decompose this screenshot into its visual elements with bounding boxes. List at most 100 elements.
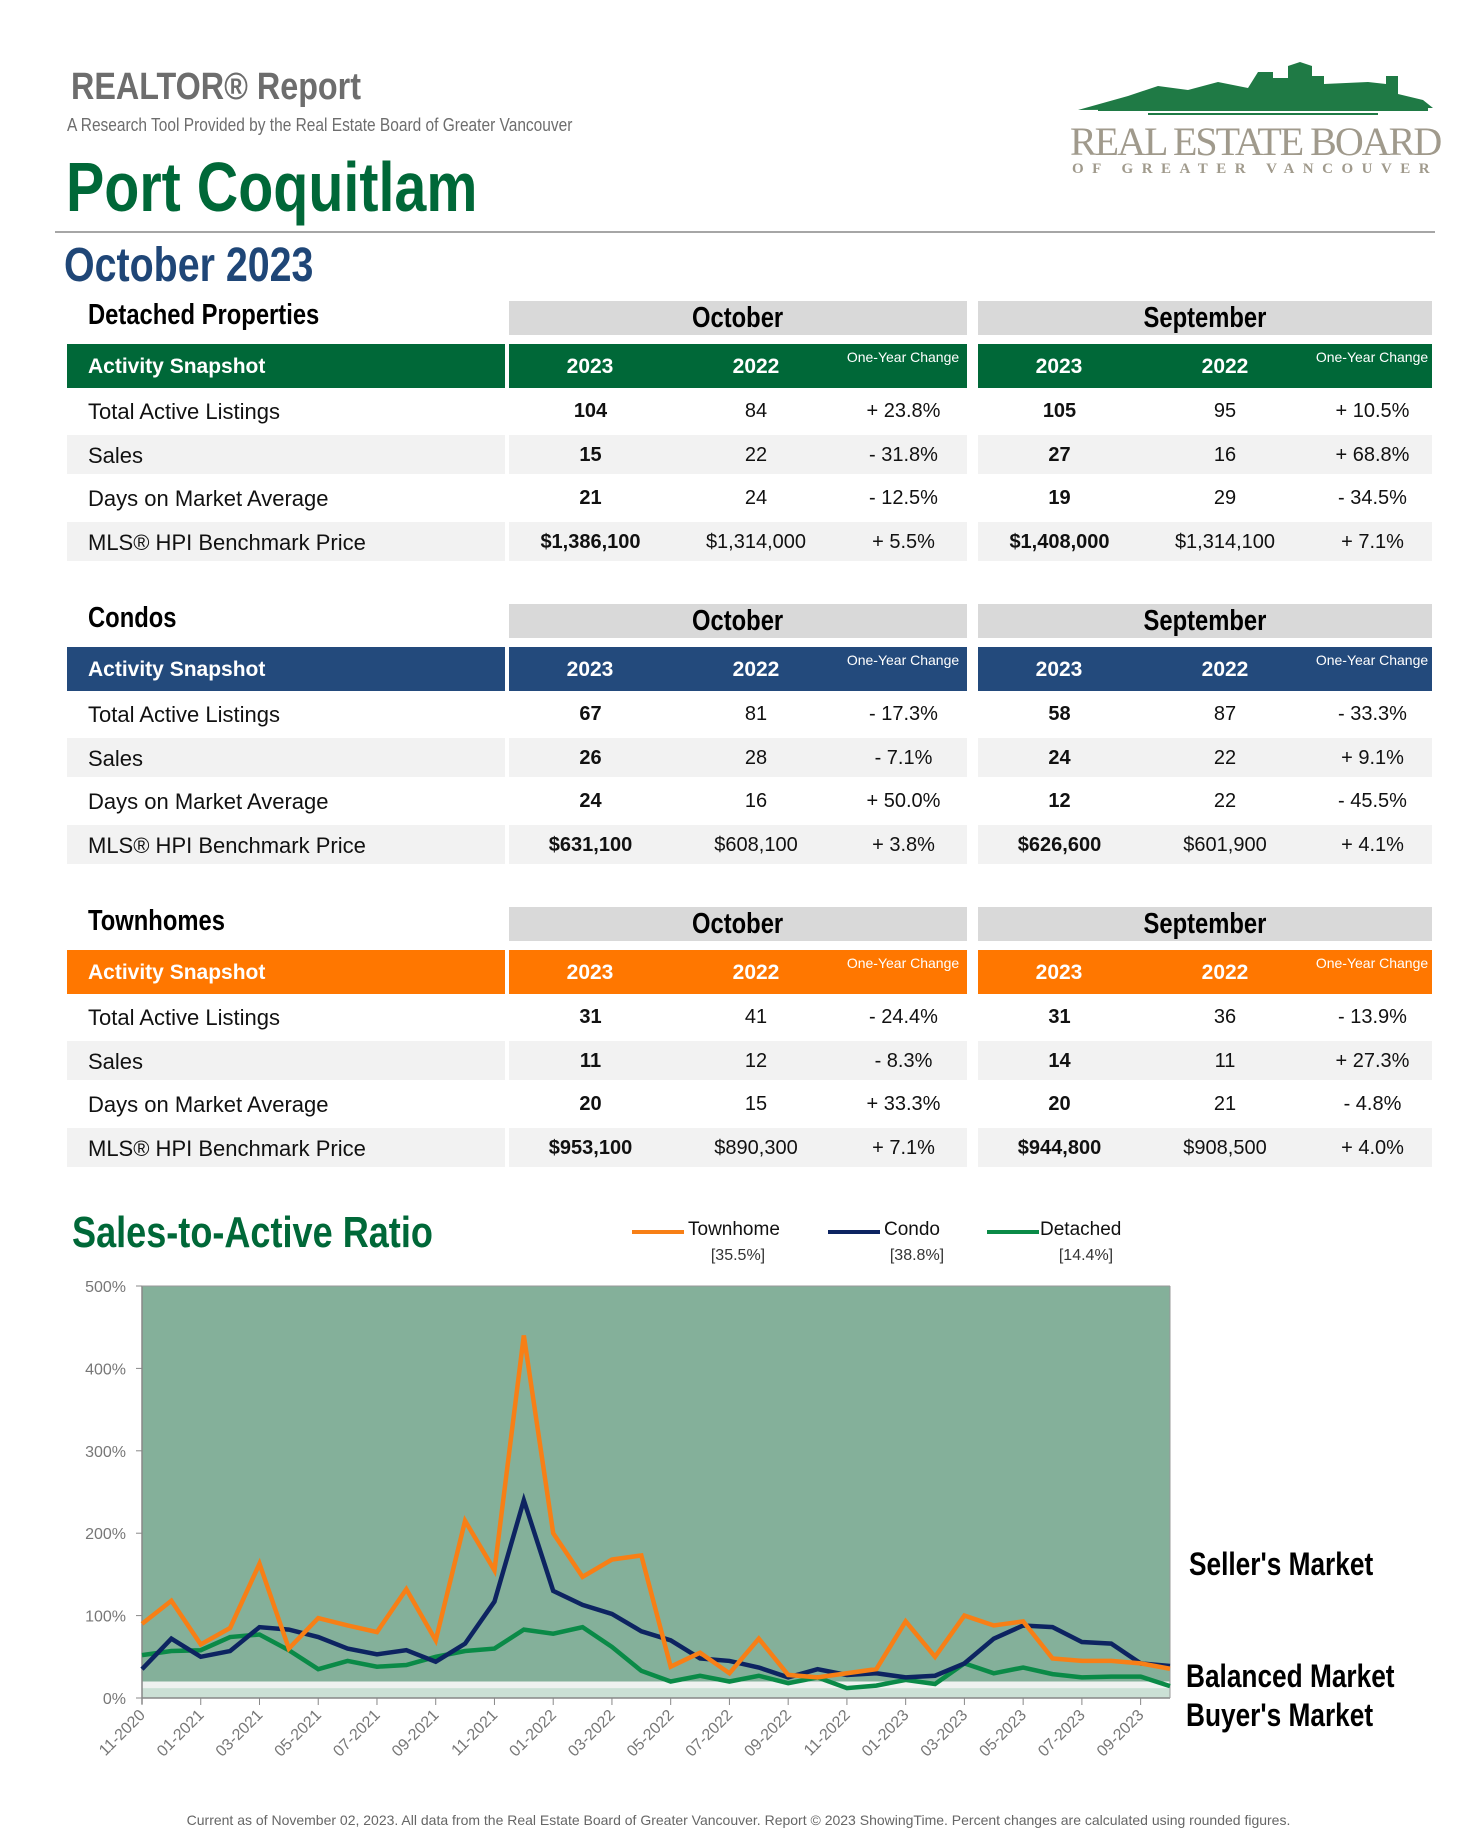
row-group: 11 12 - 8.3% [509, 1040, 967, 1080]
row-label: MLS® HPI Benchmark Price [88, 832, 366, 858]
row-label: Total Active Listings [88, 702, 280, 727]
snapshot-label: Activity Snapshot [88, 658, 266, 681]
table-cell: 28 [744, 746, 768, 769]
x-tick-label: 11-2022 [801, 1707, 854, 1760]
y-tick-label: 100% [85, 1609, 126, 1626]
table-cell: + 4.1% [1341, 833, 1404, 856]
table-cell: - 33.3% [1338, 703, 1407, 725]
row-group: 105 95 + 10.5% [978, 391, 1432, 430]
row-group: 67 81 - 17.3% [509, 694, 967, 733]
table-cell: $1,386,100 [540, 530, 641, 553]
table-cell: 105 [1042, 400, 1077, 422]
table-cell: 20 [579, 1093, 602, 1115]
y-tick-label: 500% [85, 1279, 126, 1296]
table-cell: + 68.8% [1335, 443, 1410, 466]
row-group: 24 16 + 50.0% [509, 781, 967, 820]
table-cell: + 5.5% [872, 530, 935, 553]
month-header: October [509, 604, 967, 638]
header-divider [55, 231, 1435, 233]
logo-line2: OF GREATER VANCOUVER [1072, 161, 1439, 177]
table-cell: + 3.8% [872, 833, 935, 856]
row-label: Sales [88, 1048, 144, 1074]
x-tick-label: 05-2021 [272, 1707, 326, 1761]
table-cell: - 17.3% [869, 703, 938, 725]
y-tick-label: 200% [85, 1526, 126, 1543]
table-cell: + 7.1% [872, 1136, 935, 1159]
row-label: MLS® HPI Benchmark Price [88, 1135, 366, 1161]
table-cell: + 33.3% [866, 1093, 941, 1115]
table-cell: - 13.9% [1338, 1006, 1407, 1028]
legend-label: Townhome [688, 1219, 780, 1240]
x-tick-label: 07-2022 [683, 1707, 737, 1761]
table-cell: + 23.8% [866, 400, 941, 422]
row-label: Days on Market Average [88, 789, 329, 814]
row-group: 21 24 - 12.5% [509, 478, 967, 517]
table-cell: 22 [1213, 790, 1237, 812]
x-tick-label: 09-2022 [741, 1707, 795, 1761]
table-cell: 31 [579, 1006, 602, 1028]
table-row: Sales [67, 434, 505, 474]
table-cell: - 31.8% [869, 443, 938, 466]
row-group: $631,100 $608,100 + 3.8% [509, 824, 967, 864]
row-group: 24 22 + 9.1% [978, 737, 1432, 777]
table-cell: $944,800 [1017, 1136, 1102, 1159]
table-cell: 11 [579, 1049, 602, 1072]
table-cell: $626,600 [1017, 833, 1102, 856]
table-row: Total Active Listings [67, 391, 505, 430]
table-cell: 14 [1048, 1049, 1071, 1072]
row-group: $944,800 $908,500 + 4.0% [978, 1127, 1432, 1167]
row-group: 58 87 - 33.3% [978, 694, 1432, 733]
table-cell: 24 [744, 487, 768, 509]
table-cell: $601,900 [1183, 833, 1267, 856]
table-cell: $608,100 [714, 833, 798, 856]
city-title: Port Coquitlam [66, 148, 478, 226]
row-group: 15 22 - 31.8% [509, 434, 967, 474]
section-title: Condos [88, 602, 177, 634]
row-group: $1,408,000 $1,314,100 + 7.1% [978, 521, 1432, 561]
chart-title: Sales-to-Active Ratio [72, 1208, 433, 1257]
x-tick-label: 05-2023 [976, 1707, 1030, 1761]
x-tick-label: 03-2021 [213, 1707, 267, 1761]
legend-current-value: [35.5%] [710, 1247, 766, 1264]
report-subtitle: A Research Tool Provided by the Real Est… [67, 115, 573, 135]
section-title: Townhomes [88, 905, 225, 937]
x-tick-label: 09-2021 [389, 1707, 443, 1761]
row-label: Days on Market Average [88, 1092, 329, 1117]
x-tick-label: 03-2022 [565, 1707, 619, 1761]
table-cell: + 7.1% [1341, 530, 1404, 553]
row-group: 31 36 - 13.9% [978, 997, 1432, 1036]
table-cell: + 9.1% [1341, 746, 1404, 769]
table-cell: 67 [579, 703, 602, 725]
month-header: October [509, 301, 967, 335]
y-tick-label: 400% [85, 1361, 126, 1378]
x-tick-label: 09-2023 [1094, 1707, 1148, 1761]
table-cell: 12 [1048, 790, 1071, 812]
table-cell: - 8.3% [874, 1049, 933, 1072]
snapshot-bar: Activity Snapshot [67, 950, 505, 994]
table-cell: - 24.4% [869, 1006, 938, 1028]
table-cell: $953,100 [548, 1136, 633, 1159]
x-tick-label: 11-2020 [96, 1707, 149, 1760]
table-row: Days on Market Average [67, 478, 505, 517]
table-cell: - 4.8% [1343, 1093, 1402, 1115]
legend-swatch [987, 1230, 1039, 1234]
table-cell: - 45.5% [1338, 790, 1407, 812]
table-cell: 21 [579, 487, 602, 509]
table-row: Sales [67, 1040, 505, 1080]
month-header: October [509, 907, 967, 941]
row-label: Sales [88, 745, 144, 771]
table-cell: $890,300 [714, 1136, 798, 1159]
table-cell: 15 [744, 1093, 768, 1115]
report-title: REALTOR® Report [71, 66, 361, 108]
snapshot-label: Activity Snapshot [88, 961, 266, 984]
table-row: MLS® HPI Benchmark Price [67, 521, 505, 561]
month-header: September [978, 604, 1432, 638]
footer-note: Current as of November 02, 2023. All dat… [186, 1812, 1291, 1828]
row-group: 26 28 - 7.1% [509, 737, 967, 777]
y-tick-label: 0% [103, 1691, 126, 1708]
row-group: 104 84 + 23.8% [509, 391, 967, 430]
x-tick-label: 01-2023 [859, 1707, 913, 1761]
table-row: Total Active Listings [67, 694, 505, 733]
month-header: September [978, 301, 1432, 335]
table-cell: 16 [1213, 443, 1237, 466]
